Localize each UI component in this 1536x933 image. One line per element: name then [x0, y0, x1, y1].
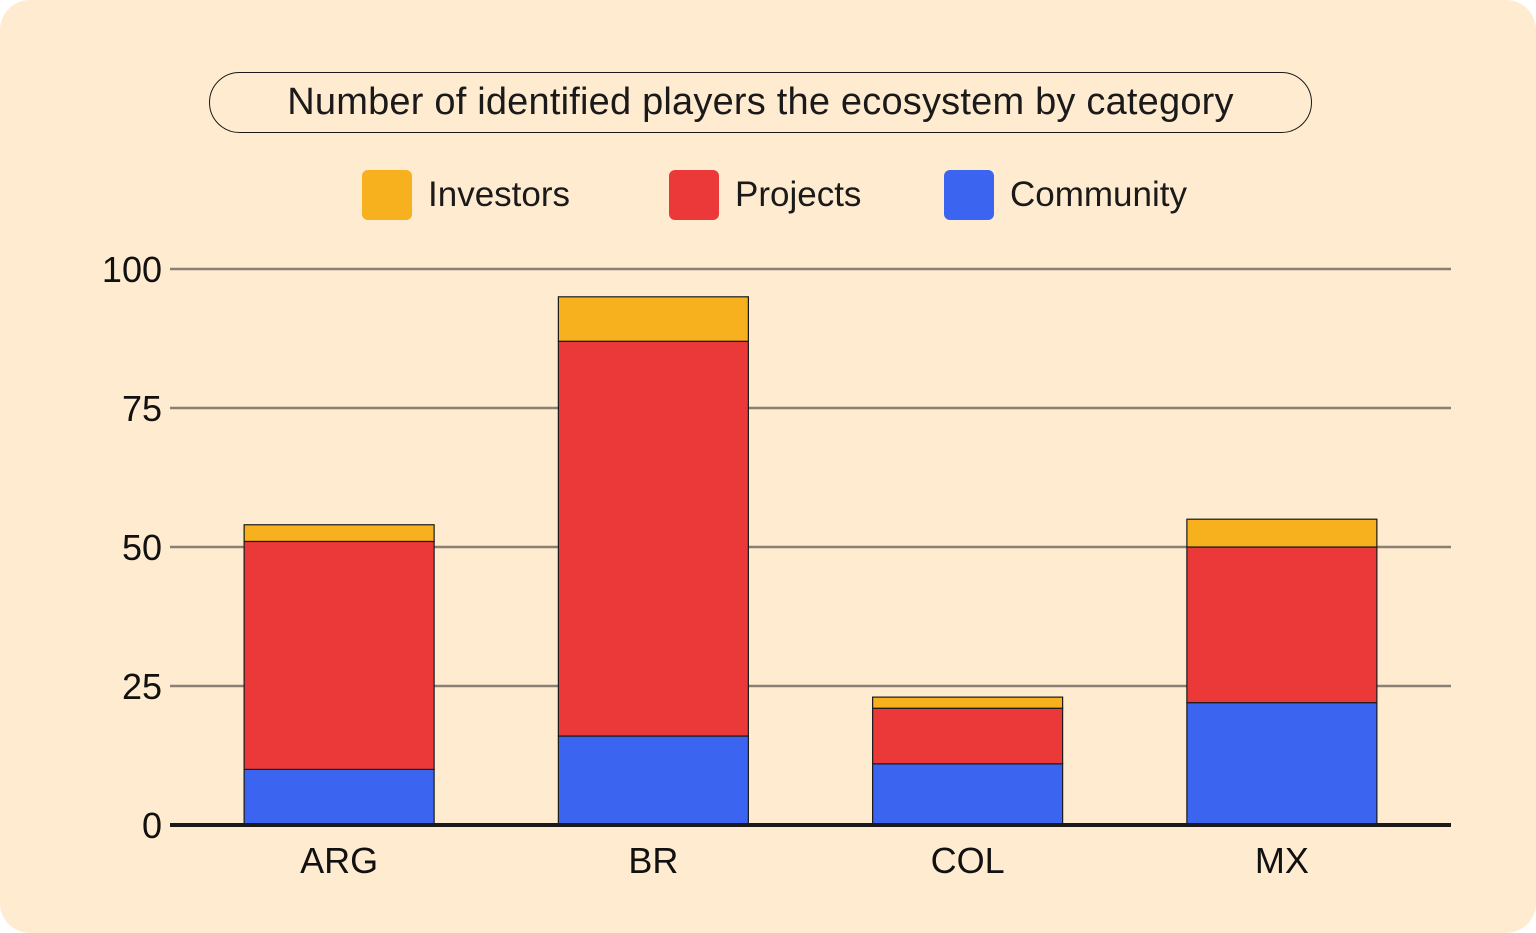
- bar-arg-community: [243, 768, 435, 826]
- bar-arg-projects: [243, 540, 435, 771]
- x-category-label: MX: [1255, 840, 1309, 881]
- legend-swatch-projects: [669, 170, 719, 220]
- bar-col-community: [872, 763, 1064, 826]
- bar-col-projects: [872, 707, 1064, 765]
- bar-br-projects: [557, 340, 749, 737]
- y-tick-label: 0: [142, 805, 162, 846]
- legend-swatch-community: [944, 170, 994, 220]
- legend-item-investors: Investors: [362, 170, 570, 220]
- x-category-label: BR: [628, 840, 678, 881]
- y-axis-ticks: 0 25 50 75 100: [102, 249, 162, 846]
- y-tick-label: 100: [102, 249, 162, 290]
- chart-title: Number of identified players the ecosyst…: [209, 72, 1312, 133]
- x-axis-categories: ARG BR COL MX: [300, 840, 1309, 881]
- y-tick-label: 25: [122, 666, 162, 707]
- y-tick-label: 50: [122, 527, 162, 568]
- legend-label-projects: Projects: [735, 175, 862, 214]
- bars: [243, 296, 1378, 826]
- legend-swatch-investors: [362, 170, 412, 220]
- x-category-label: COL: [931, 840, 1005, 881]
- bar-mx-community: [1186, 702, 1378, 826]
- legend-label-community: Community: [1010, 175, 1187, 214]
- bar-br-community: [557, 735, 749, 826]
- y-tick-label: 75: [122, 388, 162, 429]
- legend-item-community: Community: [944, 170, 1187, 220]
- legend-item-projects: Projects: [669, 170, 861, 220]
- bar-mx-projects: [1186, 546, 1378, 704]
- bar-col-investors: [872, 696, 1064, 709]
- x-category-label: ARG: [300, 840, 378, 881]
- bar-br-investors: [557, 296, 749, 342]
- bar-mx-investors: [1186, 518, 1378, 548]
- bar-arg-investors: [243, 524, 435, 543]
- chart-legend: Investors Projects Community: [0, 170, 1536, 220]
- legend-label-investors: Investors: [428, 175, 570, 214]
